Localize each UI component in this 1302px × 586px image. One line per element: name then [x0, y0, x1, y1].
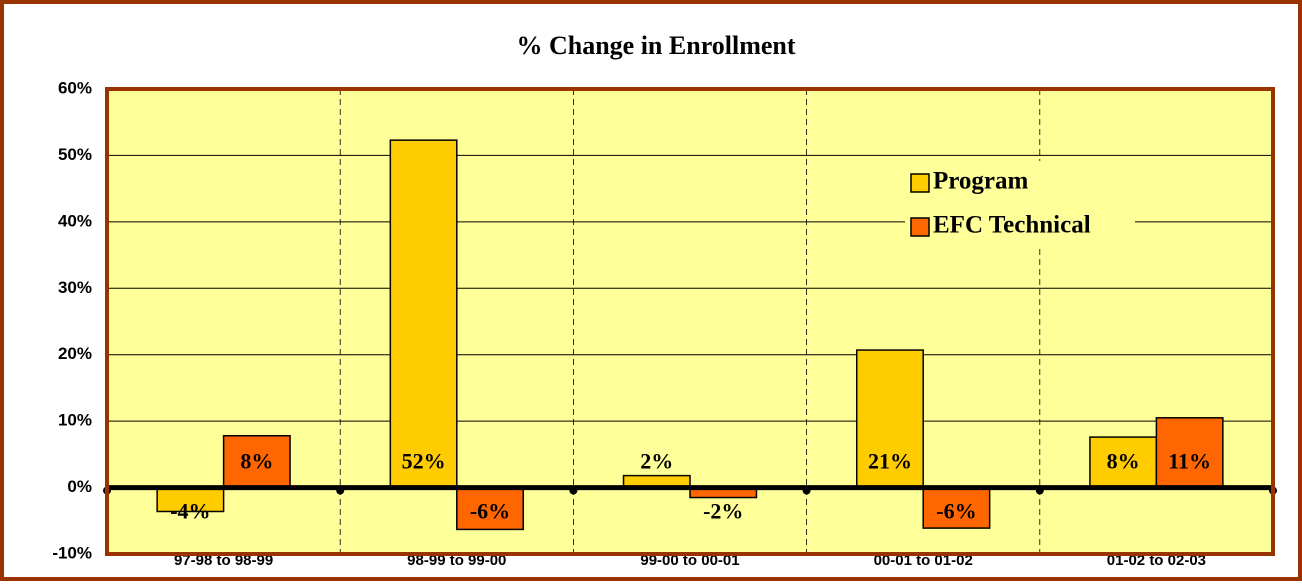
legend-label: Program [933, 168, 1029, 195]
data-label: 2% [640, 449, 673, 474]
legend-label: EFC Technical [933, 212, 1091, 239]
data-label: -4% [170, 499, 210, 524]
x-tick-label: 97-98 to 98-99 [174, 552, 273, 569]
bar [389, 139, 458, 489]
data-label: 8% [1107, 449, 1140, 474]
bar [922, 486, 991, 529]
data-label: 8% [240, 449, 273, 474]
bar [456, 486, 525, 531]
plot-border [105, 87, 1275, 556]
x-tick-label: 99-00 to 00-01 [640, 552, 739, 569]
y-tick-label: 20% [58, 344, 92, 363]
bar [855, 349, 924, 489]
axis-marker [1035, 486, 1044, 495]
x-tick-label: 01-02 to 02-03 [1107, 552, 1206, 569]
legend-swatch [910, 173, 930, 193]
data-label: -6% [936, 499, 976, 524]
axis-marker [336, 486, 345, 495]
legend-swatch [910, 217, 930, 237]
data-label: -6% [470, 499, 510, 524]
chart-title: % Change in Enrollment [516, 31, 795, 60]
axis-marker [569, 486, 578, 495]
data-label: 21% [868, 449, 912, 474]
data-label: -2% [703, 499, 743, 524]
x-tick-label: 00-01 to 01-02 [874, 552, 973, 569]
axis-marker [802, 486, 811, 495]
bar [1089, 436, 1158, 489]
y-tick-label: 10% [58, 411, 92, 430]
bar [222, 435, 291, 489]
y-tick-label: 50% [58, 145, 92, 164]
y-tick-label: 30% [58, 278, 92, 297]
y-tick-label: 0% [67, 477, 92, 496]
legend-box [905, 161, 1135, 249]
data-label: 52% [402, 449, 446, 474]
y-tick-label: 60% [58, 78, 92, 97]
x-tick-label: 98-99 to 99-00 [407, 552, 506, 569]
bar [1155, 417, 1224, 489]
data-label: 11% [1168, 449, 1211, 474]
y-tick-label: 40% [58, 211, 92, 230]
y-tick-label: -10% [52, 543, 92, 562]
